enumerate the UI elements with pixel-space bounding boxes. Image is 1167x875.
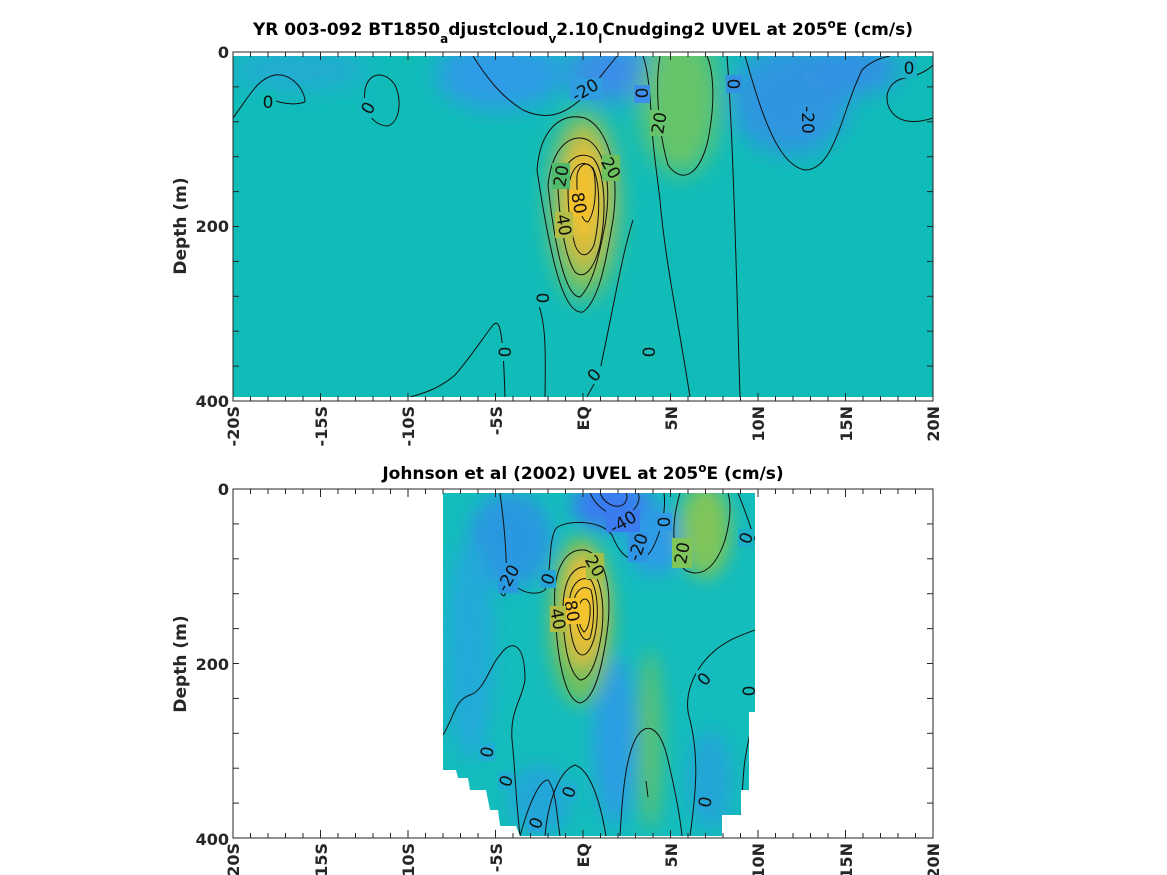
surface-westward-west (468, 493, 552, 588)
contour-line (544, 764, 607, 836)
contour-label: 0 (655, 517, 675, 528)
y-minor-ticks-bottom (233, 488, 933, 839)
contour-label: 0 (640, 347, 660, 358)
x-tick-label: 5N (662, 406, 681, 431)
contour-line (499, 493, 665, 597)
contour-label: 0 (695, 795, 717, 809)
x-tick-label: -10S (399, 843, 418, 875)
contour-line (572, 587, 594, 641)
x-tick-label: EQ (574, 406, 593, 431)
x-tick-label: -10S (399, 406, 418, 446)
chart-bottom: Johnson et al (2002) UVEL at 205oE (cm/s… (171, 461, 943, 875)
chart-title-bottom: Johnson et al (2002) UVEL at 205oE (cm/s… (381, 461, 783, 484)
contour-label: 0 (496, 347, 516, 358)
y-tick-label-bottom-200: 200 (196, 655, 229, 674)
y-tick-label-top-0: 0 (218, 43, 229, 62)
deep-westward-mid (593, 655, 637, 825)
westward-current-south-branch (435, 56, 565, 110)
x-tick-label: 20N (924, 843, 943, 875)
contour-line (547, 137, 609, 298)
contour-label: 0 (725, 79, 745, 90)
contour-label: 0 (904, 59, 915, 79)
contour-label: 20 (671, 541, 694, 566)
contour-label: 0 (740, 686, 760, 697)
heatmap-field-bottom: -40 -20 0 -20 0 20 20 0 80 40 (443, 493, 760, 836)
contour-line (233, 74, 306, 119)
x-tick-label: 15N (837, 406, 856, 442)
contour-line (519, 779, 561, 836)
countercurrent-zone (640, 56, 720, 175)
x-tick-label: 5N (662, 843, 681, 868)
chart-top: YR 003-092 BT1850adjustcloudv2.10lCnudgi… (171, 17, 943, 446)
contour-line (409, 322, 506, 397)
contour-label: 40 (545, 607, 568, 632)
contour-label: -20 (797, 106, 817, 134)
contour-line (472, 56, 618, 117)
contour-line (586, 219, 634, 397)
y-tick-label-bottom-0: 0 (218, 480, 229, 499)
contour-line (562, 566, 604, 681)
y-axis-label-top: Depth (m) (171, 177, 191, 274)
y-tick-label-top-400: 400 (196, 392, 229, 411)
x-tick-label: -15S (312, 406, 331, 446)
contour-label: 0 (736, 530, 758, 547)
deep-westward-south (510, 765, 570, 835)
y-tick-label-bottom-400: 400 (196, 830, 229, 849)
contour-line (554, 549, 610, 704)
contour-line (619, 728, 683, 836)
x-tick-label: 10N (749, 406, 768, 442)
x-minor-ticks-bottom (232, 489, 934, 838)
y-tick-label-top-200: 200 (196, 217, 229, 236)
x-tick-label: 20N (924, 406, 943, 442)
contour-label: 40 (551, 213, 574, 238)
contour-label: 0 (633, 88, 653, 99)
y-minor-ticks-top (233, 51, 933, 402)
contour-label: 20 (648, 111, 671, 136)
x-tick-label: EQ (574, 843, 593, 868)
contour-line (443, 645, 526, 836)
contour-line (568, 578, 598, 656)
contour-line (886, 64, 933, 123)
contour-line (599, 493, 628, 507)
heatmap-field-top: 0 0 -20 0 0 -20 0 20 20 20 80 (233, 56, 933, 397)
x-minor-ticks-top (232, 52, 934, 401)
contour-line (536, 116, 616, 313)
contour-line (657, 56, 714, 176)
contour-label: 0 (263, 93, 274, 113)
west-surface-flow (233, 56, 370, 92)
contour-labels-top: 0 0 -20 0 0 -20 0 20 20 20 80 (260, 58, 917, 386)
north-equatorial-current-east (800, 56, 900, 95)
contour-line (557, 154, 605, 276)
contour-label: 0 (534, 293, 554, 304)
chart-title-top: YR 003-092 BT1850adjustcloudv2.10lCnudgi… (252, 17, 913, 46)
contour-line (687, 629, 755, 836)
x-tick-label: -5S (487, 843, 506, 872)
x-tick-labels-bottom: -20S -15S -10S -5S EQ 5N 10N 15N 20N (224, 843, 943, 875)
deep-westward-west (446, 540, 494, 760)
x-tick-label: 15N (837, 843, 856, 875)
x-tick-labels-top: -20S -15S -10S -5S EQ 5N 10N 15N 20N (224, 406, 943, 446)
x-tick-label: -20S (224, 843, 243, 875)
x-tick-label: -5S (487, 406, 506, 435)
contour-line (744, 56, 891, 171)
y-axis-label-bottom: Depth (m) (171, 615, 191, 712)
x-tick-label: -15S (312, 843, 331, 875)
contour-line (645, 780, 649, 798)
eastward-jet-deep (638, 650, 662, 830)
contour-label: 20 (550, 164, 573, 189)
contour-label: 0 (477, 745, 499, 759)
contour-line (673, 493, 731, 574)
x-tick-label: -20S (224, 406, 243, 446)
contour-label: 80 (566, 191, 589, 216)
x-tick-label: 10N (749, 843, 768, 875)
